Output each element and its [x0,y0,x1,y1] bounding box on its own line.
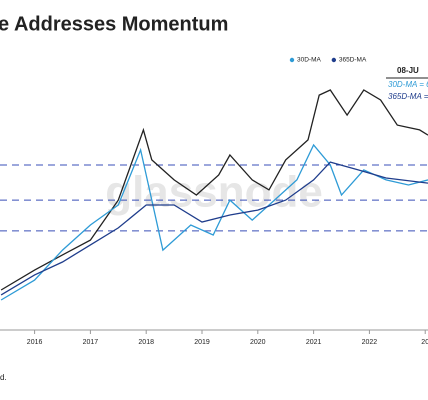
series-line [0,143,428,301]
footer: d. [0,373,7,382]
x-tick-label: 2022 [362,339,378,346]
annotation-line: 30D-MA = 65 [388,80,428,89]
x-tick-label: 2019 [194,339,210,346]
annotation-date: 08-JU [397,66,419,75]
legend-marker [331,57,337,63]
legend-label: 365D-MA [339,57,367,64]
series-line [0,161,428,296]
x-tick-label: 2021 [306,339,322,346]
chart-title: e Addresses Momentum [0,13,228,35]
series-line [0,89,428,291]
watermark: glassnode [105,168,323,217]
legend-marker [289,57,295,63]
x-tick-label: 2020 [250,339,266,346]
x-tick-label: 2017 [83,339,99,346]
x-tick-label: 2016 [27,339,43,346]
legend-label: 30D-MA [297,57,322,64]
x-tick-label: 20 [421,339,428,346]
annotation: 08-JU 30D-MA = 65 365D-MA = 9 [386,66,428,101]
x-tick-label: 2018 [138,339,154,346]
annotation-line: 365D-MA = 9 [388,92,428,101]
